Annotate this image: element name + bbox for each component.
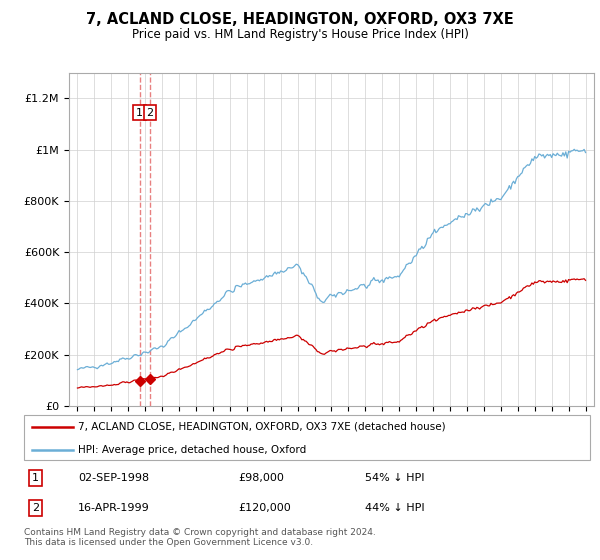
Text: 7, ACLAND CLOSE, HEADINGTON, OXFORD, OX3 7XE (detached house): 7, ACLAND CLOSE, HEADINGTON, OXFORD, OX3… xyxy=(78,422,446,432)
Text: 1: 1 xyxy=(32,473,39,483)
Text: Contains HM Land Registry data © Crown copyright and database right 2024.
This d: Contains HM Land Registry data © Crown c… xyxy=(24,528,376,547)
Text: 02-SEP-1998: 02-SEP-1998 xyxy=(79,473,149,483)
Text: £98,000: £98,000 xyxy=(239,473,284,483)
Text: £120,000: £120,000 xyxy=(239,503,292,514)
Text: 2: 2 xyxy=(146,108,154,118)
Text: 16-APR-1999: 16-APR-1999 xyxy=(79,503,150,514)
Text: HPI: Average price, detached house, Oxford: HPI: Average price, detached house, Oxfo… xyxy=(78,445,307,455)
Text: 2: 2 xyxy=(32,503,39,514)
Text: 1: 1 xyxy=(136,108,143,118)
Text: 44% ↓ HPI: 44% ↓ HPI xyxy=(365,503,424,514)
Text: 54% ↓ HPI: 54% ↓ HPI xyxy=(365,473,424,483)
Text: 7, ACLAND CLOSE, HEADINGTON, OXFORD, OX3 7XE: 7, ACLAND CLOSE, HEADINGTON, OXFORD, OX3… xyxy=(86,12,514,27)
Text: Price paid vs. HM Land Registry's House Price Index (HPI): Price paid vs. HM Land Registry's House … xyxy=(131,28,469,41)
FancyBboxPatch shape xyxy=(24,415,590,460)
